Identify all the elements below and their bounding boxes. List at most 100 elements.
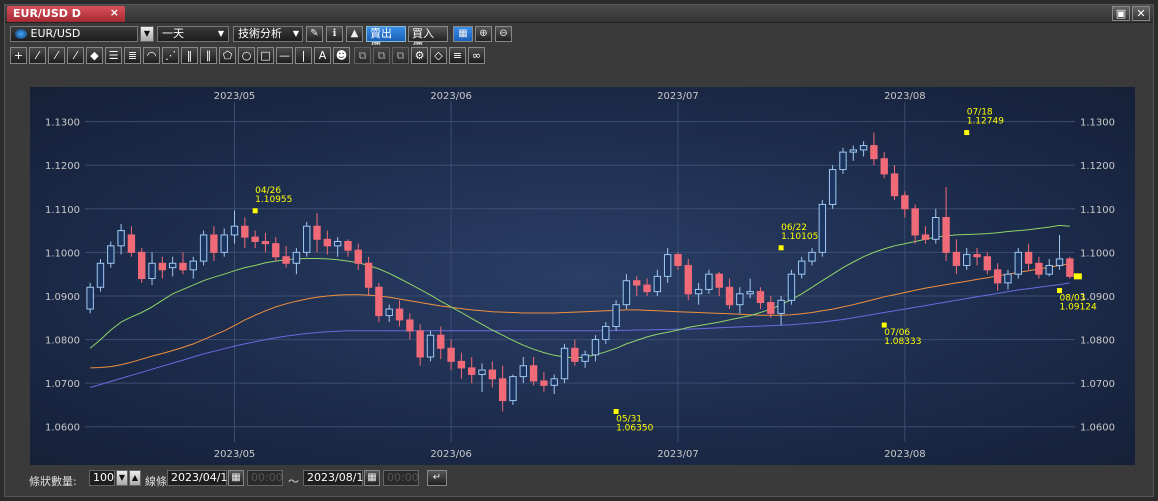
- candle-up: [220, 234, 228, 253]
- main-toolbar: EUR/USD ▼ 一天 ▼ 技術分析 ▼ ✎ ℹ ▲ 賣出價 買入價 ▦ ⊕ …: [5, 24, 1153, 54]
- candle-up: [96, 262, 105, 288]
- count-down-icon[interactable]: ▼: [116, 470, 128, 486]
- properties-icon[interactable]: ⚙: [411, 47, 428, 64]
- volume-chart-icon[interactable]: ▦: [453, 26, 473, 42]
- tab-eurusd-daily[interactable]: EUR/USD D ×: [7, 6, 125, 22]
- mountain-chart-icon[interactable]: ▲: [346, 26, 363, 42]
- analysis-select[interactable]: 技術分析 ▼: [233, 26, 303, 42]
- flag-icon: [15, 29, 27, 39]
- candle-down: [375, 286, 383, 317]
- candle-down: [870, 145, 878, 160]
- line-label: 線條: [145, 475, 167, 488]
- extended-line-icon[interactable]: ⁄: [67, 47, 84, 64]
- candle-up: [818, 203, 827, 253]
- y-tick-label-left: 1.1200: [45, 161, 80, 172]
- candle-down: [179, 262, 187, 271]
- fibonacci-fan-icon[interactable]: ⋰: [162, 47, 179, 64]
- zoom-out-icon[interactable]: ⊖: [495, 26, 512, 42]
- calendar-icon[interactable]: ▦: [364, 470, 380, 486]
- time-zone-icon[interactable]: ‖: [181, 47, 198, 64]
- range-separator: ～: [288, 475, 299, 488]
- start-date-input[interactable]: 2023/04/11: [167, 470, 234, 486]
- y-tick-label-right: 1.1300: [1080, 118, 1115, 129]
- annotation-date: 08/03: [1060, 294, 1086, 304]
- y-tick-label-left: 1.0700: [45, 379, 80, 390]
- candle-up: [581, 354, 589, 362]
- candle-up: [963, 254, 971, 266]
- extreme-marker: [881, 322, 887, 328]
- annotation-price: 1.10105: [781, 232, 818, 242]
- candle-down: [1024, 251, 1033, 264]
- count-up-icon[interactable]: ▲: [129, 470, 141, 486]
- restore-window-button[interactable]: ▣: [1112, 6, 1130, 21]
- candle-up: [519, 365, 527, 378]
- last-price-marker: [1073, 273, 1082, 280]
- candle-down: [344, 240, 352, 251]
- rectangle-icon[interactable]: □: [257, 47, 274, 64]
- indicator-settings-icon[interactable]: ≡: [449, 47, 466, 64]
- crosshair-icon[interactable]: +: [10, 47, 27, 64]
- extreme-marker: [613, 408, 619, 414]
- sell-price-button[interactable]: 賣出價: [366, 26, 406, 54]
- annotation-date: 07/18: [967, 108, 993, 118]
- fibonacci-retracement-icon[interactable]: ≣: [124, 47, 141, 64]
- polygon-icon[interactable]: ⬠: [219, 47, 236, 64]
- tab-title: EUR/USD D: [13, 7, 81, 20]
- text-icon[interactable]: A: [314, 47, 331, 64]
- end-date-input[interactable]: 2023/08/14: [303, 470, 370, 486]
- period-select[interactable]: 一天 ▼: [157, 26, 229, 42]
- start-time-input[interactable]: 00:00: [247, 470, 283, 486]
- candle-up: [798, 260, 806, 275]
- symbol-dropdown-icon[interactable]: ▼: [140, 26, 154, 42]
- candle-down: [138, 251, 146, 280]
- eraser-icon[interactable]: ◇: [430, 47, 447, 64]
- link-icon[interactable]: ∞: [468, 47, 485, 64]
- end-time-input[interactable]: 00:00: [383, 470, 419, 486]
- channel-icon[interactable]: ☰: [105, 47, 122, 64]
- y-tick-label-left: 1.0800: [45, 336, 80, 347]
- x-tick-label-bottom: 2023/08: [884, 449, 926, 460]
- paste-icon[interactable]: ⧉: [373, 47, 390, 64]
- zoom-in-icon[interactable]: ⊕: [475, 26, 492, 42]
- symbol-select[interactable]: EUR/USD: [10, 26, 138, 42]
- buy-price-button[interactable]: 買入價: [408, 26, 448, 54]
- y-tick-label-left: 1.0600: [45, 423, 80, 434]
- candle-up: [1004, 273, 1012, 284]
- candle-up: [736, 293, 744, 306]
- ruler-icon[interactable]: ◆: [86, 47, 103, 64]
- trend-line-icon[interactable]: ⁄: [29, 47, 46, 64]
- bar-count-input[interactable]: 100: [89, 470, 115, 486]
- duplicate-icon[interactable]: ⧉: [392, 47, 409, 64]
- tab-close-icon[interactable]: ×: [109, 6, 119, 19]
- candle-up: [694, 288, 703, 295]
- candle-down: [416, 330, 424, 358]
- candle-up: [808, 251, 816, 262]
- horizontal-line-icon[interactable]: —: [276, 47, 293, 64]
- calendar-icon[interactable]: ▦: [228, 470, 244, 486]
- vertical-line-icon[interactable]: |: [295, 47, 312, 64]
- circle-icon[interactable]: ○: [238, 47, 255, 64]
- close-window-button[interactable]: ✕: [1132, 6, 1150, 21]
- candle-down: [437, 334, 445, 349]
- parallel-line-icon[interactable]: ∥: [200, 47, 217, 64]
- copy-icon[interactable]: ⧉: [354, 47, 371, 64]
- pen-icon[interactable]: ✎: [306, 26, 323, 42]
- annotation-price: 1.08333: [884, 337, 921, 347]
- candle-down: [725, 286, 734, 306]
- fibonacci-arc-icon[interactable]: ◠: [143, 47, 160, 64]
- apply-return-icon[interactable]: ↵: [427, 470, 447, 486]
- icon-stamp-icon[interactable]: ☻: [333, 47, 350, 64]
- candle-up: [1045, 264, 1053, 275]
- y-tick-label-left: 1.1100: [45, 205, 80, 216]
- period-value: 一天: [162, 27, 184, 40]
- info-icon[interactable]: ℹ: [326, 26, 343, 42]
- ma-long-line: [90, 282, 1070, 388]
- candle-down: [261, 240, 270, 245]
- annotation-price: 1.09124: [1060, 303, 1097, 313]
- candlestick-chart[interactable]: 1.1300 1.1300 1.1200 1.1200 1.1100 1.1100 1.10…: [30, 87, 1135, 465]
- extreme-marker: [778, 245, 784, 251]
- candle-down: [715, 273, 723, 288]
- candle-down: [529, 365, 538, 382]
- candle-down: [911, 208, 919, 236]
- ray-line-icon[interactable]: ⁄: [48, 47, 65, 64]
